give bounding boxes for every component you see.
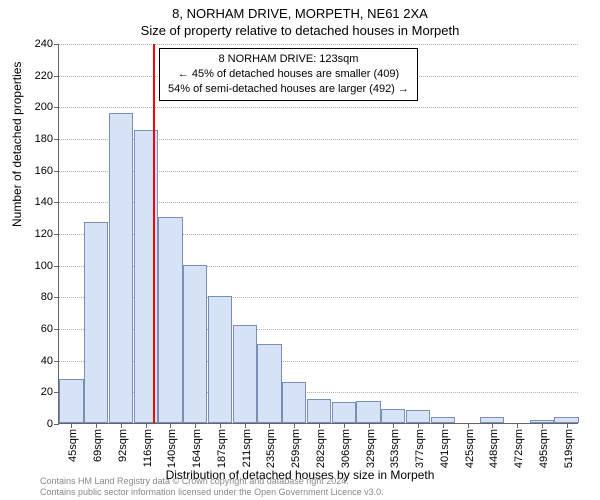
ytick-label: 80 [41,291,53,303]
annotation-line-3: 54% of semi-detached houses are larger (… [168,82,409,97]
xtick-label: 472sqm [513,429,525,468]
xtick-mark [418,423,419,428]
ytick-mark [54,266,59,267]
ytick-mark [54,107,59,108]
xtick-label: 495sqm [538,429,550,468]
ytick-label: 160 [35,165,53,177]
xtick-label: 282sqm [315,429,327,468]
ytick-mark [54,329,59,330]
xtick-mark [170,423,171,428]
ytick-label: 40 [41,355,53,367]
xtick-mark [492,423,493,428]
xtick-label: 448sqm [488,429,500,468]
ytick-label: 140 [35,196,53,208]
xtick-mark [195,423,196,428]
ytick-mark [54,297,59,298]
ytick-label: 0 [47,418,53,430]
xtick-mark [393,423,394,428]
annotation-box: 8 NORHAM DRIVE: 123sqm ← 45% of detached… [159,48,418,101]
property-size-histogram: 8, NORHAM DRIVE, MORPETH, NE61 2XA Size … [0,0,600,500]
property-marker-line [153,44,155,423]
xtick-label: 164sqm [191,429,203,468]
xtick-label: 235sqm [265,429,277,468]
xtick-label: 306sqm [340,429,352,468]
ytick-label: 240 [35,38,53,50]
ytick-label: 20 [41,386,53,398]
ytick-mark [54,76,59,77]
ytick-mark [54,171,59,172]
xtick-label: 329sqm [365,429,377,468]
ytick-label: 120 [35,228,53,240]
histogram-bar [59,379,83,423]
histogram-bar [381,409,405,423]
xtick-label: 259sqm [290,429,302,468]
xtick-mark [517,423,518,428]
histogram-bar [208,296,232,423]
xtick-mark [443,423,444,428]
footer-line-2: Contains public sector information licen… [40,487,600,498]
ytick-mark [54,44,59,45]
xtick-label: 353sqm [389,429,401,468]
ytick-label: 180 [35,133,53,145]
histogram-bar [282,382,306,423]
histogram-bar [356,401,380,423]
xtick-mark [121,423,122,428]
histogram-bar [84,222,108,423]
histogram-bar [332,402,356,423]
xtick-mark [96,423,97,428]
ytick-mark [54,234,59,235]
ytick-label: 100 [35,260,53,272]
footer-attribution: Contains HM Land Registry data © Crown c… [0,476,600,498]
xtick-label: 211sqm [241,429,253,467]
ytick-mark [54,361,59,362]
xtick-mark [146,423,147,428]
ytick-label: 60 [41,323,53,335]
histogram-bar [158,217,182,423]
ytick-label: 200 [35,101,53,113]
xtick-mark [542,423,543,428]
xtick-mark [71,423,72,428]
xtick-mark [269,423,270,428]
xtick-mark [319,423,320,428]
xtick-mark [220,423,221,428]
xtick-label: 140sqm [166,429,178,468]
histogram-bar [233,325,257,423]
footer-line-1: Contains HM Land Registry data © Crown c… [40,476,600,487]
ytick-mark [54,424,59,425]
xtick-mark [567,423,568,428]
annotation-line-2: ← 45% of detached houses are smaller (40… [168,67,409,82]
chart-title-address: 8, NORHAM DRIVE, MORPETH, NE61 2XA [0,0,600,21]
xtick-mark [344,423,345,428]
histogram-bar [257,344,281,423]
y-axis-label: Number of detached properties [10,62,24,227]
histogram-bar [406,410,430,423]
xtick-label: 187sqm [216,429,228,468]
ytick-mark [54,139,59,140]
xtick-mark [369,423,370,428]
plot-area: 02040608010012014016018020022024045sqm69… [58,44,578,424]
chart-subtitle: Size of property relative to detached ho… [0,21,600,38]
xtick-label: 519sqm [563,429,575,468]
gridline [59,44,578,45]
annotation-line-1: 8 NORHAM DRIVE: 123sqm [168,52,409,67]
xtick-label: 92sqm [117,429,129,462]
xtick-label: 69sqm [92,429,104,462]
xtick-label: 45sqm [67,429,79,462]
histogram-bar [307,399,331,423]
xtick-mark [245,423,246,428]
ytick-label: 220 [35,70,53,82]
ytick-mark [54,202,59,203]
xtick-mark [468,423,469,428]
gridline [59,107,578,108]
xtick-label: 377sqm [414,429,426,468]
xtick-label: 401sqm [439,429,451,468]
xtick-label: 116sqm [142,429,154,467]
histogram-bar [183,265,207,423]
xtick-label: 425sqm [464,429,476,468]
histogram-bar [109,113,133,423]
xtick-mark [294,423,295,428]
